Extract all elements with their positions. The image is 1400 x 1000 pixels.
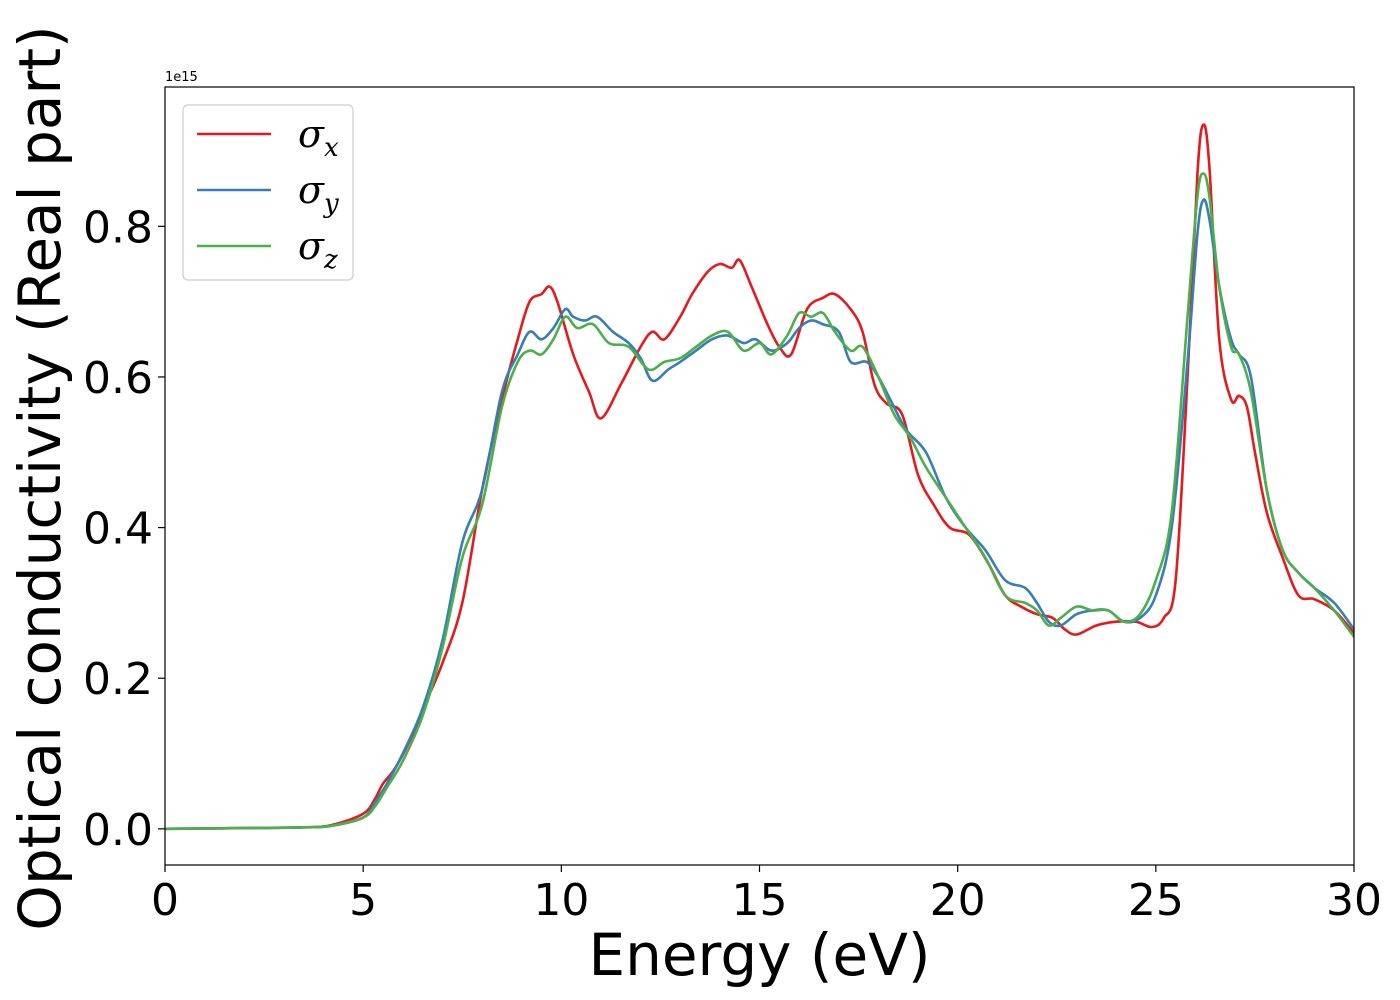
x-tick-label: 0 (151, 875, 179, 926)
x-tick-label: 5 (349, 875, 377, 926)
x-axis-label: Energy (eV) (588, 921, 930, 989)
y-tick-label: 0.0 (83, 805, 153, 856)
x-tick-label: 25 (1128, 875, 1184, 926)
legend-label-y: σy (298, 168, 339, 219)
x-tick-label: 20 (930, 875, 986, 926)
x-tick-label: 30 (1326, 875, 1382, 926)
x-axis-ticks: 0 5 10 15 20 25 30 (151, 865, 1382, 926)
y-axis-label: Optical conductivity (Real part) (6, 25, 74, 930)
legend-label-x: σx (298, 112, 339, 163)
series-line-z (165, 172, 1354, 831)
y-tick-label: 0.2 (83, 654, 153, 705)
y-tick-label: 0.8 (83, 202, 153, 253)
legend-label-z: σz (298, 224, 338, 275)
y-tick-label: 0.4 (83, 504, 153, 555)
x-tick-label: 15 (732, 875, 788, 926)
legend-box (182, 104, 354, 281)
x-tick-label: 10 (533, 875, 589, 926)
y-offset-text: 1e15 (165, 70, 198, 85)
y-axis-ticks: 0.0 0.2 0.4 0.6 0.8 (83, 202, 165, 856)
y-tick-label: 0.6 (83, 353, 153, 404)
series-layer (165, 123, 1354, 831)
series-line-y (165, 198, 1354, 831)
